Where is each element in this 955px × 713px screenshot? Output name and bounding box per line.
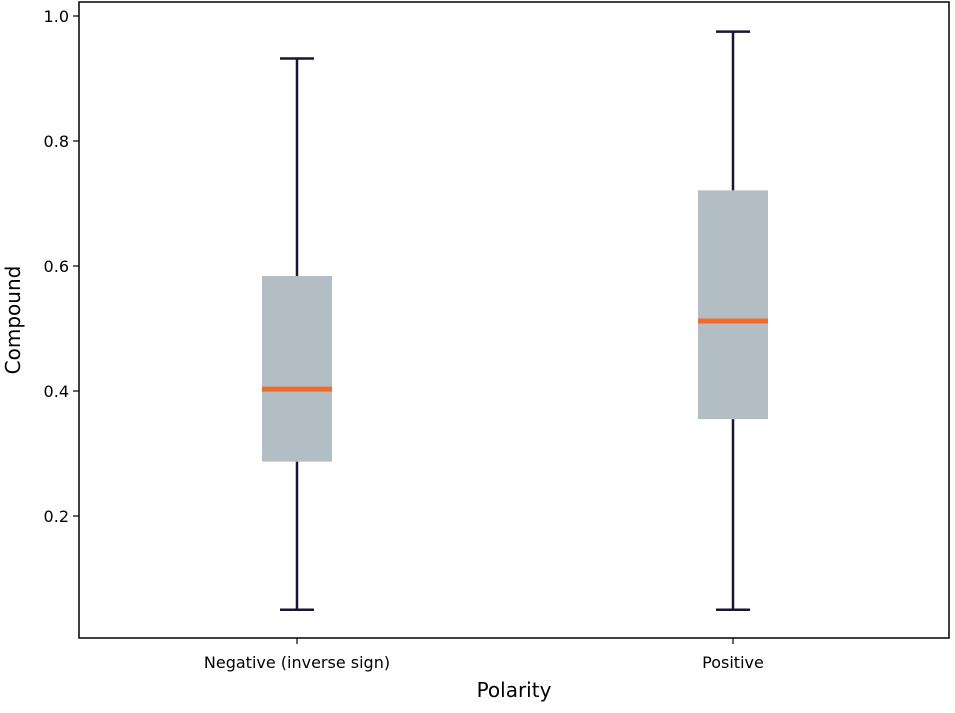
y-tick-label: 0.4 xyxy=(44,382,69,401)
x-axis-label: Polarity xyxy=(477,678,552,702)
iqr-box xyxy=(262,276,332,462)
y-tick-label: 0.6 xyxy=(44,257,69,276)
box-group-1 xyxy=(262,57,332,611)
x-tick-label: Negative (inverse sign) xyxy=(204,653,390,672)
y-axis-label: Compound xyxy=(1,266,25,375)
x-tick-label: Positive xyxy=(702,653,764,672)
y-tick-label: 0.8 xyxy=(44,132,69,151)
box-group-2 xyxy=(698,30,768,611)
y-axis-ticks: 0.2 0.4 0.6 0.8 1.0 xyxy=(44,7,79,526)
y-tick-label: 0.2 xyxy=(44,507,69,526)
x-axis-ticks: Negative (inverse sign) Positive xyxy=(204,638,764,672)
boxes-layer xyxy=(262,30,768,611)
y-tick-label: 1.0 xyxy=(44,7,69,26)
plot-area-frame xyxy=(78,1,950,639)
iqr-box xyxy=(698,190,768,420)
